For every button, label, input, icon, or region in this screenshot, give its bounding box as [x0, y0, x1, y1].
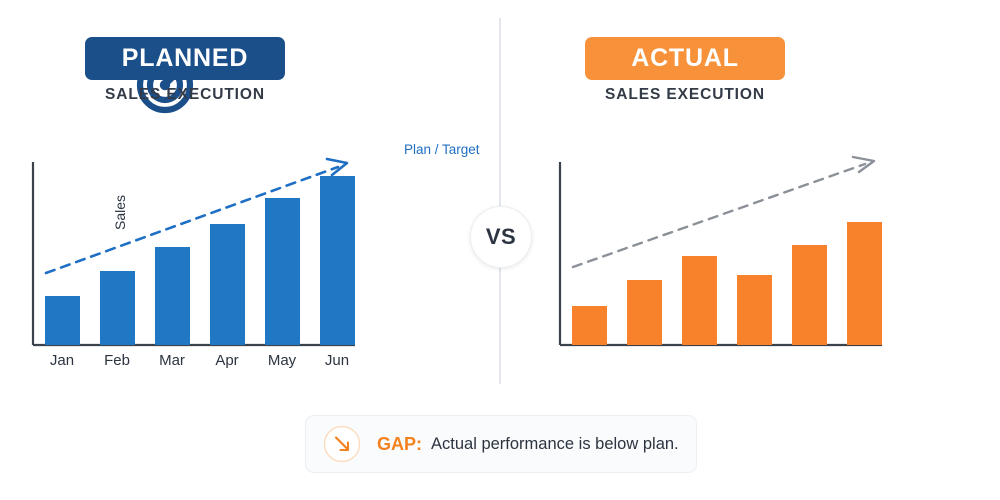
arrow-down-right-circle-icon: [323, 425, 361, 463]
plan-target-trend-arrow: [571, 155, 876, 269]
bar-jan: [572, 306, 607, 345]
bar-jun: [320, 176, 355, 345]
planned-xtick-jan: Jan: [49, 352, 75, 369]
plan-target-trend-arrow: [44, 157, 349, 275]
actual-panel: ACTUAL SALES EXECUTION: [500, 0, 1000, 400]
bar-may: [265, 198, 300, 345]
planned-panel: PLANNED SALES EXECUTION: [0, 0, 500, 400]
planned-subtitle: SALES EXECUTION: [105, 86, 265, 103]
planned-xtick-apr: Apr: [215, 352, 239, 369]
actual-badge: ACTUAL: [585, 37, 785, 80]
bar-feb: [100, 271, 135, 345]
bar-jun: [847, 222, 882, 345]
planned-xtick-feb: Feb: [104, 352, 130, 369]
bar-series-planned: [45, 176, 355, 345]
gap-label: GAP:: [377, 433, 422, 454]
planned-chart: Sales Plan / Target Jan Feb Mar Apr May …: [0, 130, 500, 388]
bar-series-actual: [572, 222, 882, 345]
bar-may: [792, 245, 827, 345]
bar-apr: [210, 224, 245, 345]
planned-trend-label: Plan / Target: [404, 142, 480, 157]
planned-header: PLANNED SALES EXECUTION: [0, 26, 500, 114]
planned-y-axis-title: Sales: [112, 194, 128, 230]
bar-mar: [155, 247, 190, 345]
gap-note: GAP: Actual performance is below plan.: [305, 415, 697, 473]
planned-xtick-mar: Mar: [159, 352, 185, 369]
bar-jan: [45, 296, 80, 345]
bar-mar: [682, 256, 717, 345]
bar-apr: [737, 275, 772, 345]
planned-xtick-may: May: [267, 352, 297, 369]
bar-feb: [627, 280, 662, 345]
panel-divider: [499, 18, 501, 384]
actual-chart: Sales Plan / Target Jan Feb Mar Apr May …: [500, 130, 1000, 388]
planned-xtick-jun: Jun: [324, 352, 350, 369]
planned-badge: PLANNED: [85, 37, 285, 80]
actual-subtitle: SALES EXECUTION: [605, 86, 765, 103]
actual-header: ACTUAL SALES EXECUTION: [500, 26, 1000, 112]
vs-badge: VS: [470, 206, 532, 268]
gap-description: Actual performance is below plan.: [431, 434, 679, 453]
